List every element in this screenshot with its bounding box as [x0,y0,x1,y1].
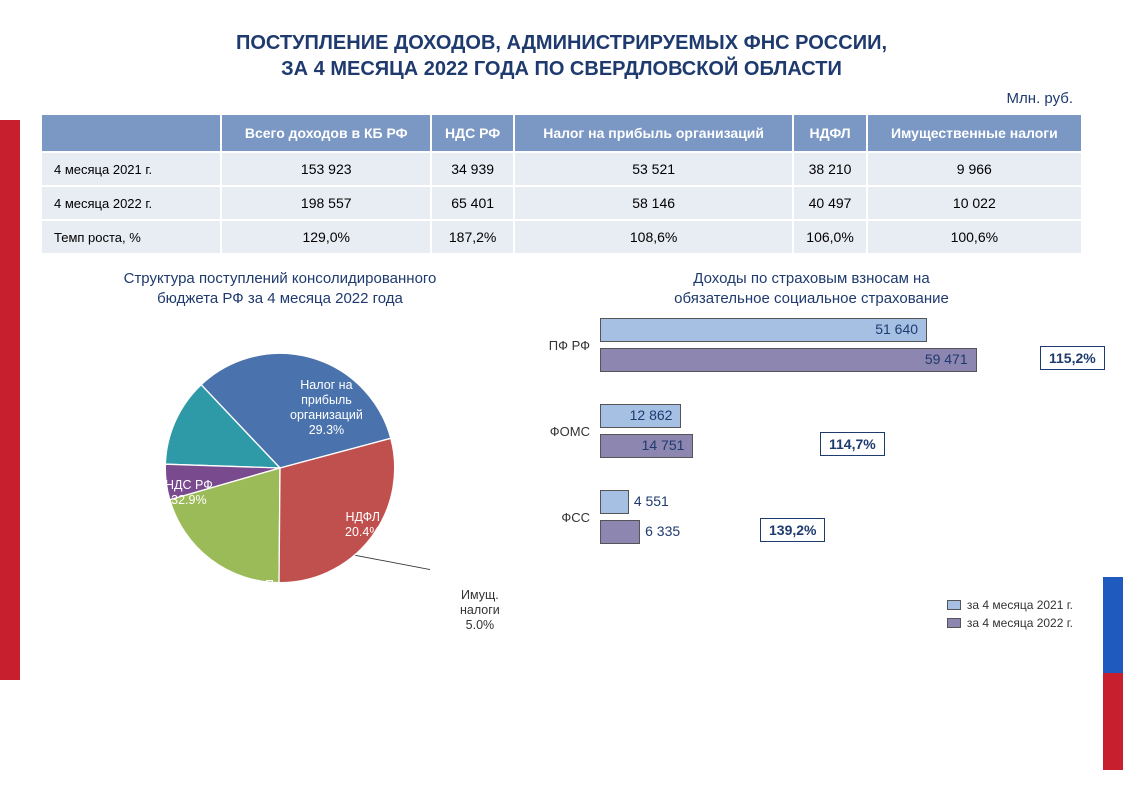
row-label: 4 месяца 2022 г. [41,186,221,220]
title-line-1: ПОСТУПЛЕНИЕ ДОХОДОВ, АДМИНИСТРИРУЕМЫХ ФН… [40,30,1083,56]
legend-label: за 4 месяца 2021 г. [967,598,1073,612]
bar-2022: 6 335 [600,520,640,544]
bar-category-label: ФСС [540,510,600,525]
row-label: Темп роста, % [41,220,221,254]
pie-slice-label: НДС РФ32.9% [165,478,213,508]
pie-title: Структура поступлений консолидированного… [40,269,520,308]
table-row: 4 месяца 2022 г.198 55765 40158 14640 49… [41,186,1082,220]
legend-item: за 4 месяца 2021 г. [947,598,1073,612]
bar-value-label: 51 640 [875,321,918,337]
table-cell: 65 401 [431,186,513,220]
pie-chart: НДС РФ32.9%Прочиеналоги12.4%Имущ. налоги… [130,318,430,618]
income-table: Всего доходов в КБ РФНДС РФНалог на приб… [40,113,1083,255]
legend-swatch [947,600,961,610]
table-header: Имущественные налоги [867,114,1082,152]
bar-2021: 51 640 [600,318,927,342]
pie-slice-label: Налог наприбыльорганизаций29.3% [290,378,363,438]
bar-title: Доходы по страховым взносам на обязатель… [540,269,1083,308]
tricolor-flag [1103,480,1123,770]
bar-2022: 14 751 [600,434,693,458]
table-cell: 34 939 [431,152,513,186]
bar-2022: 59 471 [600,348,977,372]
table-cell: 106,0% [793,220,866,254]
bar-2021: 12 862 [600,404,681,428]
table-header: Всего доходов в КБ РФ [221,114,431,152]
bar-value-label: 4 551 [634,493,669,509]
table-cell: 198 557 [221,186,431,220]
pie-chart-block: Структура поступлений консолидированного… [40,269,520,626]
accent-bar [0,120,20,680]
bar-value-label: 59 471 [925,351,968,367]
pie-slice-label: Прочиеналоги12.4% [265,578,308,623]
page-title: ПОСТУПЛЕНИЕ ДОХОДОВ, АДМИНИСТРИРУЕМЫХ ФН… [40,30,1083,82]
bar-group: ФОМС 12 862 14 751 114,7% [540,404,1083,460]
unit-label: Млн. руб. [40,90,1073,107]
table-header: НДС РФ [431,114,513,152]
growth-badge: 114,7% [820,432,885,456]
table-cell: 58 146 [514,186,794,220]
page-content: ПОСТУПЛЕНИЕ ДОХОДОВ, АДМИНИСТРИРУЕМЫХ ФН… [40,30,1083,626]
legend-item: за 4 месяца 2022 г. [947,616,1073,630]
bar-category-label: ПФ РФ [540,338,600,353]
bar-chart: ПФ РФ51 64059 471115,2%ФОМС12 86214 7511… [540,318,1083,626]
legend-swatch [947,618,961,628]
bar-value-label: 6 335 [645,523,680,539]
bar-legend: за 4 месяца 2021 г. за 4 месяца 2022 г. [947,594,1073,630]
table-header: Налог на прибыль организаций [514,114,794,152]
pie-slice-label: НДФЛ20.4% [345,510,380,540]
bar-group: ПФ РФ51 64059 471115,2% [540,318,1083,374]
table-cell: 9 966 [867,152,1082,186]
table-header [41,114,221,152]
growth-badge: 139,2% [760,518,825,542]
table-cell: 100,6% [867,220,1082,254]
bar-category-label: ФОМС [540,424,600,439]
bar-2021: 4 551 [600,490,629,514]
table-row: Темп роста, %129,0%187,2%108,6%106,0%100… [41,220,1082,254]
bar-chart-block: Доходы по страховым взносам на обязатель… [540,269,1083,626]
table-cell: 38 210 [793,152,866,186]
table-cell: 40 497 [793,186,866,220]
title-line-2: ЗА 4 МЕСЯЦА 2022 ГОДА ПО СВЕРДЛОВСКОЙ ОБ… [40,56,1083,82]
bar-value-label: 14 751 [642,437,685,453]
table-cell: 10 022 [867,186,1082,220]
table-cell: 129,0% [221,220,431,254]
table-cell: 187,2% [431,220,513,254]
table-cell: 153 923 [221,152,431,186]
row-label: 4 месяца 2021 г. [41,152,221,186]
table-row: 4 месяца 2021 г.153 92334 93953 52138 21… [41,152,1082,186]
pie-slice-label: Имущ. налоги5.0% [460,588,500,633]
legend-label: за 4 месяца 2022 г. [967,616,1073,630]
table-cell: 108,6% [514,220,794,254]
bar-value-label: 12 862 [630,407,673,423]
table-cell: 53 521 [514,152,794,186]
growth-badge: 115,2% [1040,346,1105,370]
bar-group: ФСС4 5516 335139,2% [540,490,1083,546]
table-header: НДФЛ [793,114,866,152]
